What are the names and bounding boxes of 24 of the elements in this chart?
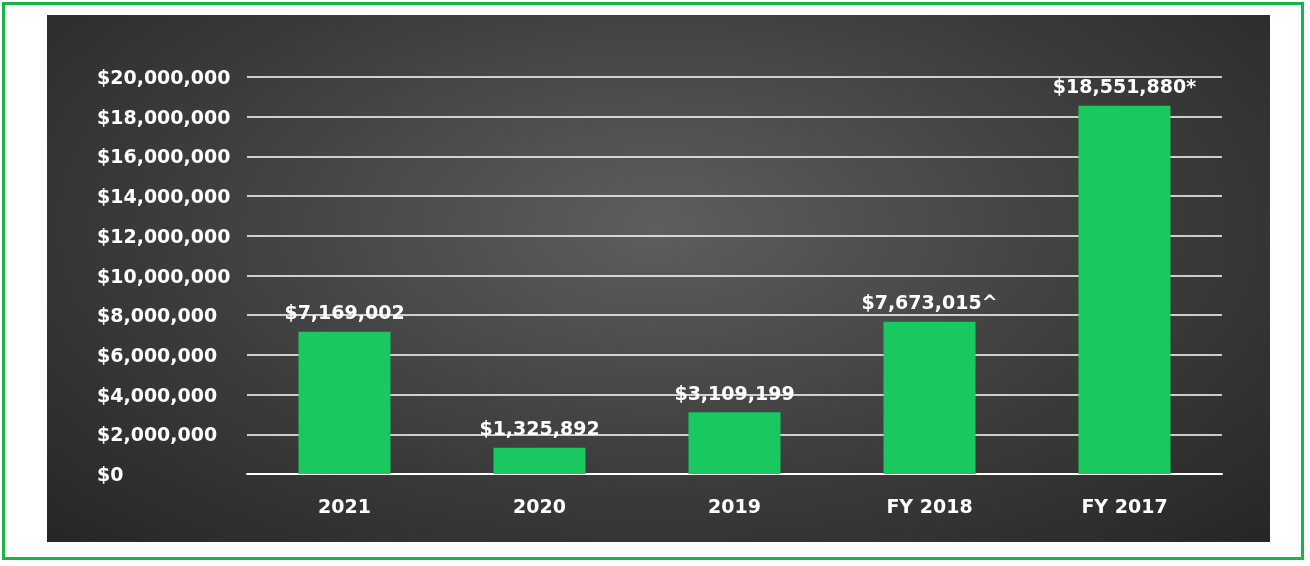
bar [1078, 105, 1171, 474]
x-tick-label: 2021 [318, 494, 371, 517]
y-tick-label: $8,000,000 [97, 304, 218, 327]
y-tick-label: $10,000,000 [97, 264, 231, 287]
data-label: $7,673,015^ [861, 291, 998, 314]
data-label: $1,325,892 [479, 417, 600, 440]
x-tick-label: FY 2017 [1081, 494, 1168, 517]
y-tick-label: $4,000,000 [97, 383, 218, 406]
data-label: $18,551,880* [1052, 75, 1197, 98]
bar [688, 412, 781, 474]
y-tick-label: $2,000,000 [97, 423, 218, 446]
y-tick-label: $18,000,000 [97, 105, 231, 128]
y-tick-label: $14,000,000 [97, 185, 231, 208]
y-tick-label: $16,000,000 [97, 145, 231, 168]
x-tick-label: 2019 [708, 494, 761, 517]
bar [493, 447, 586, 474]
bar [298, 331, 391, 474]
y-tick-label: $0 [97, 463, 124, 485]
x-tick-label: 2020 [513, 494, 566, 517]
y-tick-label: $20,000,000 [97, 66, 231, 88]
y-tick-label: $6,000,000 [97, 343, 218, 366]
x-tick-label: FY 2018 [886, 494, 973, 517]
bar [883, 321, 976, 474]
y-tick-label: $12,000,000 [97, 224, 231, 247]
